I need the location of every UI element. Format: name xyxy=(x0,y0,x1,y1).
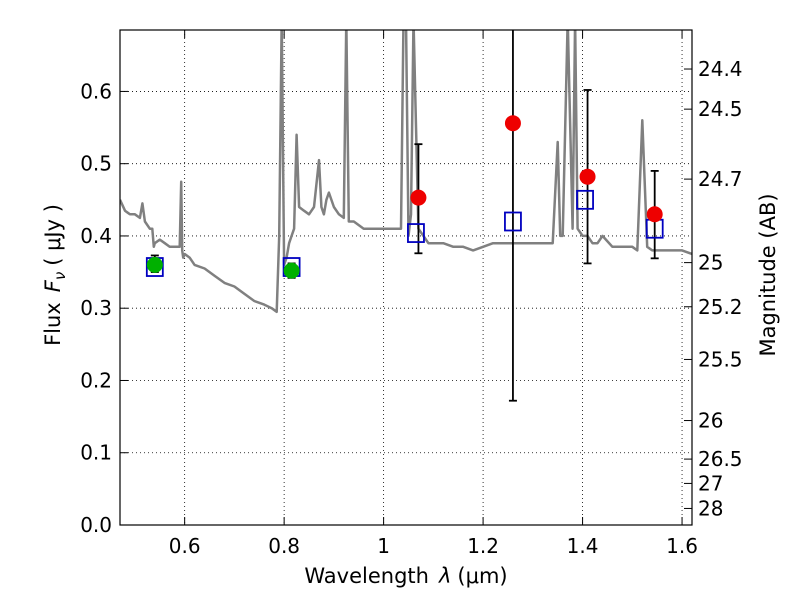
x-tick-label: 1.2 xyxy=(467,534,499,558)
y2-tick-label: 27 xyxy=(698,471,723,495)
y2-tick-label: 24.7 xyxy=(698,167,743,191)
y2-tick-label: 24.4 xyxy=(698,57,743,81)
x-tick-label: 0.8 xyxy=(268,534,300,558)
y2-tick-label: 28 xyxy=(698,496,723,520)
y-tick-label: 0.6 xyxy=(80,79,112,103)
model-band-square xyxy=(576,189,594,210)
photometry-point xyxy=(646,206,663,223)
y-tick-label: 0.2 xyxy=(80,368,112,392)
y-tick-label: 0.0 xyxy=(80,513,112,537)
ticks xyxy=(120,30,692,526)
y2-tick-label: 25 xyxy=(698,251,723,275)
x-tick-label: 1 xyxy=(377,534,390,558)
x-tick-label: 1.6 xyxy=(666,534,698,558)
photometry-point xyxy=(579,168,596,185)
photometry-point xyxy=(410,189,427,206)
y-axis-label: FluxFν( μJy ) xyxy=(41,204,69,346)
y2-tick-label: 25.2 xyxy=(698,295,743,319)
photometry-point xyxy=(504,115,521,132)
x-tick-label: 0.6 xyxy=(169,534,201,558)
x-tick-label: 1.4 xyxy=(567,534,599,558)
plot-frame xyxy=(119,29,693,526)
detection-point xyxy=(283,262,300,279)
y-tick-label: 0.1 xyxy=(80,441,112,465)
y2-tick-label: 26 xyxy=(698,409,723,433)
model-band-square xyxy=(504,211,522,232)
y2-tick-label: 25.5 xyxy=(698,347,743,371)
y2-tick-label: 26.5 xyxy=(698,447,743,471)
x-axis-label: Wavelength λ (μm) xyxy=(304,564,507,588)
y2-tick-label: 24.5 xyxy=(698,97,743,121)
tick-labels: 0.6 0.8 1 1.2 1.4 1.6 0.0 0.1 0.2 0.3 0.4 0.5 0.6 24.… xyxy=(80,57,742,558)
model-band-square xyxy=(407,223,425,243)
markers xyxy=(145,115,664,279)
detection-point xyxy=(146,256,163,273)
y-tick-label: 0.3 xyxy=(80,296,112,320)
y2-axis-label: Magnitude (AB) xyxy=(756,193,780,356)
y-tick-label: 0.4 xyxy=(80,224,112,248)
y-tick-label: 0.5 xyxy=(80,152,112,176)
